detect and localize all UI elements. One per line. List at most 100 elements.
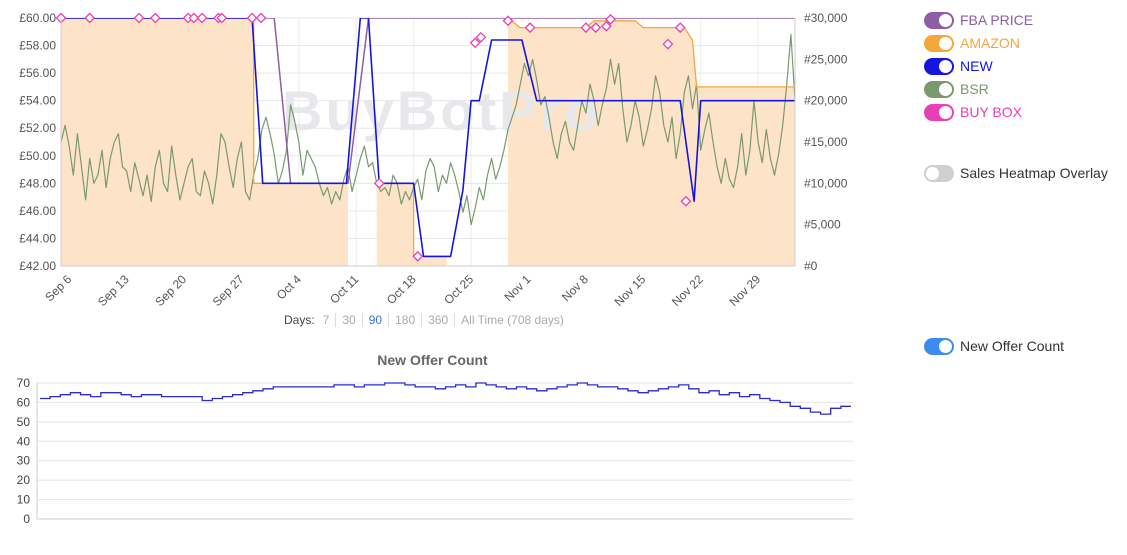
offer-y-tick-10: 10: [17, 493, 31, 507]
buy-box-marker-1: [84, 12, 96, 24]
offer-y-tick-70: 70: [17, 376, 31, 390]
days-label: Days:: [284, 313, 315, 327]
y-right-tick--30-000: #30,000: [804, 11, 848, 25]
offer-chart-title: New Offer Count: [377, 352, 488, 368]
buy-box-marker-18: [590, 22, 602, 34]
y-right-tick--5-000: #5,000: [804, 218, 841, 232]
x-tick-nov-22: Nov 22: [669, 272, 706, 309]
buy-box-marker-15: [502, 15, 514, 27]
days-option-all-time[interactable]: All Time (708 days): [461, 313, 564, 327]
buy-box-marker-19: [600, 20, 612, 32]
x-tick-nov-29: Nov 29: [726, 272, 763, 309]
offer-chart-grid: [37, 382, 853, 520]
days-option-30[interactable]: 30: [336, 313, 363, 327]
price-history-chart: BuyBotPro £42.00 £44.00 £46.00 £48.00 £50.00…: [19, 11, 848, 309]
legend-toggle-new[interactable]: NEW: [924, 58, 993, 75]
amazon-area-fill: [61, 18, 795, 266]
buy-box-marker-5: [188, 12, 200, 24]
days-option-360[interactable]: 360: [422, 313, 456, 327]
new-offer-count-chart: 0 10 20 30 40 50 60 70: [17, 376, 853, 526]
buy-box-marker-12: [412, 250, 424, 262]
buy-box-marker-3: [149, 12, 161, 24]
legend-toggle-buy-box[interactable]: BUY BOX: [924, 104, 1022, 121]
offer-y-tick-40: 40: [17, 434, 31, 448]
buy-box-marker-9: [246, 12, 258, 24]
buy-box-marker-11: [373, 177, 385, 189]
y-left-tick--46-00: £46.00: [19, 204, 56, 218]
sales-heatmap-toggle[interactable]: Sales Heatmap Overlay: [924, 165, 1108, 182]
legend-toggle-fba-price[interactable]: FBA PRICE: [924, 12, 1033, 29]
toggle-switch[interactable]: [924, 58, 954, 75]
amazon-line-2: [507, 18, 795, 88]
legend-label-amazon: AMAZON: [960, 35, 1020, 51]
days-option-180[interactable]: 180: [389, 313, 423, 327]
y-left-tick--44-00: £44.00: [19, 231, 56, 245]
y-left-tick--58-00: £58.00: [19, 39, 56, 53]
watermark: BuyBotPro: [282, 79, 601, 142]
x-tick-nov-15: Nov 15: [612, 272, 649, 309]
x-tick-nov-8: Nov 8: [559, 272, 591, 304]
y-right-tick--10-000: #10,000: [804, 176, 848, 190]
x-tick-sep-6: Sep 6: [42, 272, 74, 304]
buy-box-marker-17: [580, 22, 592, 34]
toggle-switch[interactable]: [924, 12, 954, 29]
buy-box-marker-16: [524, 22, 536, 34]
offer-y-tick-60: 60: [17, 395, 31, 409]
new-offer-count-toggle[interactable]: New Offer Count: [924, 338, 1064, 355]
y-left-tick--52-00: £52.00: [19, 121, 56, 135]
legend-label-buy-box: BUY BOX: [960, 104, 1022, 120]
amazon-fill-area-2: [507, 18, 795, 266]
x-tick-sep-13: Sep 13: [95, 272, 132, 309]
toggle-switch[interactable]: [924, 104, 954, 121]
legend-toggle-amazon[interactable]: AMAZON: [924, 35, 1020, 52]
x-tick-sep-27: Sep 27: [210, 272, 247, 309]
toggle-switch[interactable]: [924, 81, 954, 98]
legend-label-bsr: BSR: [960, 81, 989, 97]
y-left-tick--60-00: £60.00: [19, 11, 56, 25]
y-right-tick--15-000: #15,000: [804, 135, 848, 149]
days-option-7[interactable]: 7: [317, 313, 337, 327]
new-offer-count-label: New Offer Count: [960, 338, 1065, 354]
offer-series-line: [40, 382, 851, 415]
buy-box-marker-2: [133, 12, 145, 24]
buy-box-marker-21: [662, 38, 674, 50]
days-selector: Days: 7 30 90 180 360 All Time (708 days…: [284, 313, 570, 327]
y-left-tick--50-00: £50.00: [19, 149, 56, 163]
legend-label-new: NEW: [960, 58, 993, 74]
y-left-tick--56-00: £56.00: [19, 66, 56, 80]
y-left-tick--54-00: £54.00: [19, 94, 56, 108]
buy-box-markers: [55, 12, 692, 262]
buy-box-marker-8: [216, 12, 228, 24]
buy-box-marker-10: [255, 12, 267, 24]
buy-box-marker-13: [469, 37, 481, 49]
series-lines: [61, 18, 795, 258]
x-tick-oct-25: Oct 25: [441, 272, 476, 307]
amazon-fill-area-1: [376, 183, 447, 266]
legend-toggle-bsr[interactable]: BSR: [924, 81, 989, 98]
x-tick-oct-4: Oct 4: [274, 272, 304, 302]
offer-y-tick-30: 30: [17, 454, 31, 468]
offer-chart-axes: 0 10 20 30 40 50 60 70: [17, 376, 853, 526]
y-left-tick--42-00: £42.00: [19, 259, 56, 273]
buy-box-marker-23: [680, 195, 692, 207]
x-tick-oct-18: Oct 18: [384, 272, 419, 307]
x-tick-nov-1: Nov 1: [502, 272, 534, 304]
offer-y-tick-0: 0: [23, 512, 30, 526]
toggle-switch[interactable]: [924, 165, 954, 182]
toggle-switch[interactable]: [924, 35, 954, 52]
bsr-line: [61, 33, 795, 226]
buy-box-marker-6: [196, 12, 208, 24]
sales-heatmap-label: Sales Heatmap Overlay: [960, 165, 1108, 181]
toggle-switch[interactable]: [924, 338, 954, 355]
days-option-90[interactable]: 90: [363, 313, 390, 327]
offer-y-tick-50: 50: [17, 415, 31, 429]
y-right-tick--0: #0: [804, 259, 818, 273]
x-tick-oct-11: Oct 11: [327, 272, 361, 306]
y-right-tick--20-000: #20,000: [804, 94, 848, 108]
amazon-fill-area-0: [61, 18, 349, 266]
new-offer-count-line: [40, 382, 851, 415]
y-right-tick--25-000: #25,000: [804, 52, 848, 66]
offer-y-tick-20: 20: [17, 473, 31, 487]
new-price-line: [61, 18, 795, 258]
buy-box-marker-22: [674, 22, 686, 34]
